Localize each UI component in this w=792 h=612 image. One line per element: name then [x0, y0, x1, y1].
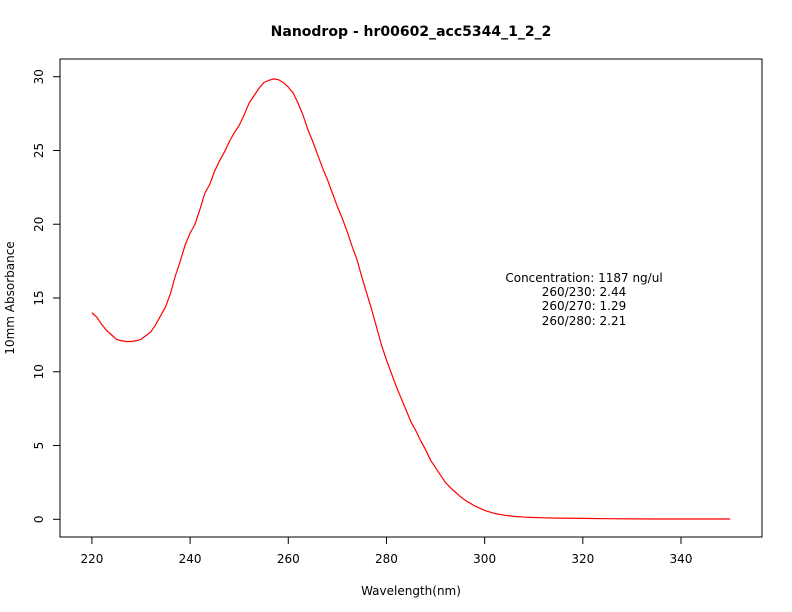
x-tick-label: 340 [670, 552, 693, 566]
y-tick-label: 10 [32, 364, 46, 379]
annotation-ratio-260-270: 260/270: 1.29 [542, 299, 626, 313]
annotation-ratio-260-280: 260/280: 2.21 [542, 314, 626, 328]
annotation-ratio-260-230: 260/230: 2.44 [542, 285, 626, 299]
x-tick-label: 240 [179, 552, 202, 566]
annotation-concentration: Concentration: 1187 ng/ul [505, 271, 662, 285]
x-tick-label: 300 [473, 552, 496, 566]
chart-title: Nanodrop - hr00602_acc5344_1_2_2 [271, 24, 552, 40]
x-tick-label: 220 [80, 552, 103, 566]
y-axis-label: 10mm Absorbance [3, 241, 17, 354]
y-tick-label: 25 [32, 143, 46, 158]
x-tick-label: 280 [375, 552, 398, 566]
plot-area: 220 240 260 280 300 320 340 0 5 10 15 20 25 30 [32, 58, 763, 566]
y-tick-label: 15 [32, 290, 46, 305]
y-tick-label: 30 [32, 69, 46, 84]
y-tick-label: 20 [32, 217, 46, 232]
plot-frame [59, 58, 763, 538]
x-tick-label: 320 [571, 552, 594, 566]
y-tick-label: 0 [32, 515, 46, 523]
absorbance-series-line [91, 78, 731, 520]
y-tick-label: 5 [32, 442, 46, 450]
x-tick-label: 260 [277, 552, 300, 566]
x-axis-label: Wavelength(nm) [361, 584, 461, 598]
